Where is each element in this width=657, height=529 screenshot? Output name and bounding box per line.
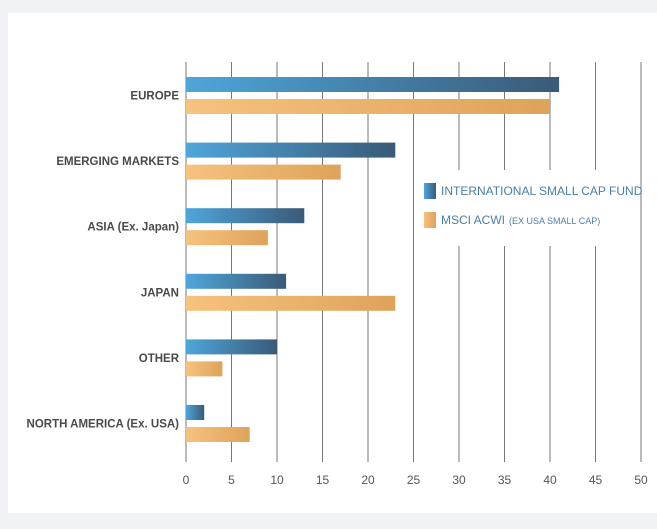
bar-benchmark: [186, 230, 268, 246]
x-tick-label: 35: [498, 473, 512, 487]
grid-lines: [185, 62, 642, 462]
category-label: JAPAN: [141, 287, 179, 299]
x-tick-label: 5: [228, 473, 235, 487]
bar-benchmark: [186, 99, 550, 114]
x-tick-label: 15: [316, 473, 330, 487]
chart-panel: [8, 13, 657, 513]
legend: INTERNATIONAL SMALL CAP FUND MSCI ACWI (EX…: [417, 170, 643, 246]
x-tick-label: 40: [543, 473, 557, 487]
x-tick-label: 25: [407, 473, 421, 487]
bar-fund: [186, 208, 305, 224]
legend-swatch: [424, 212, 436, 228]
x-tick-label: 0: [183, 473, 190, 487]
category-label: OTHER: [139, 353, 180, 365]
bar-benchmark: [186, 164, 341, 180]
x-tick-label: 50: [634, 473, 648, 487]
legend-swatch: [424, 183, 436, 199]
bar-benchmark: [186, 295, 396, 311]
bar-fund: [186, 77, 560, 92]
bars: [186, 77, 560, 442]
x-tick-label: 10: [270, 473, 284, 487]
bar-benchmark: [186, 361, 223, 377]
legend-box: [417, 170, 629, 246]
category-label: ASIA (Ex. Japan): [87, 222, 179, 234]
category-labels: EUROPE EMERGING MARKETS ASIA (Ex. Japan) JA…: [27, 91, 180, 431]
bar-fund: [186, 273, 287, 289]
bar-benchmark: [186, 427, 250, 442]
bar-fund: [186, 339, 277, 355]
category-label: NORTH AMERICA (Ex. USA): [27, 419, 180, 431]
legend-label: MSCI ACWI (EX USA SMALL CAP): [441, 213, 600, 227]
bar-fund: [186, 142, 396, 158]
x-tick-label: 45: [589, 473, 603, 487]
category-label: EUROPE: [130, 91, 179, 103]
x-tick-label: 30: [452, 473, 466, 487]
category-label: EMERGING MARKETS: [56, 156, 179, 168]
bar-fund: [186, 405, 205, 420]
x-tick-label: 20: [361, 473, 375, 487]
legend-label: INTERNATIONAL SMALL CAP FUND: [441, 184, 643, 198]
x-tick-labels: 0 5 10 15 20 25 30 35 40 45 50: [183, 473, 648, 487]
